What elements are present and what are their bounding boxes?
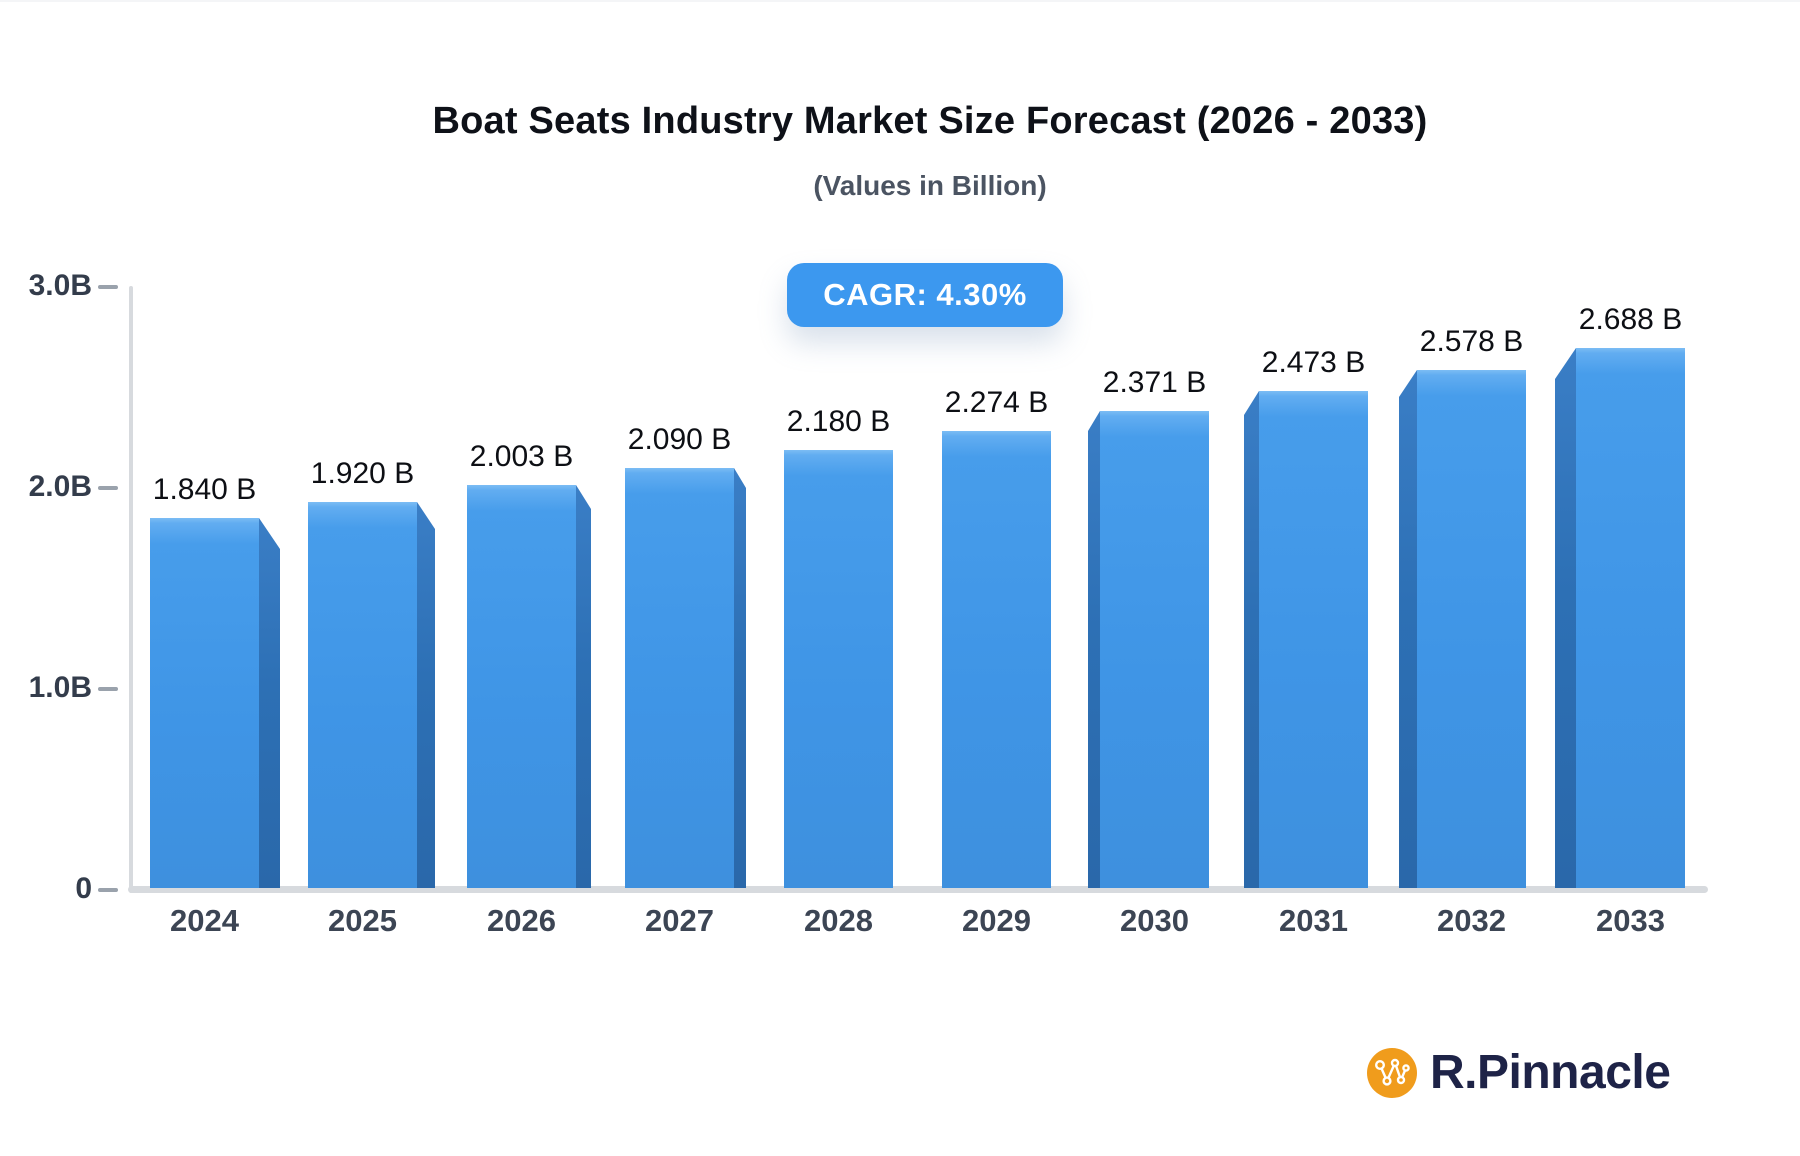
y-tick-mark: [98, 687, 118, 691]
cagr-badge: CAGR: 4.30%: [787, 263, 1063, 327]
bar-value-label: 2.180 B: [786, 405, 891, 438]
y-tick-label: 2.0B: [28, 470, 92, 503]
bar-2030: [1100, 411, 1209, 888]
x-axis-label: 2026: [487, 903, 556, 938]
network-nodes-icon: [1367, 1047, 1417, 1098]
bar-side-face: [259, 518, 280, 888]
bar-2024: [150, 518, 259, 888]
brand-logo: R.Pinnacle: [1367, 1045, 1671, 1100]
bar-2027: [625, 468, 734, 888]
chart-subtitle: (Values in Billion): [813, 170, 1047, 201]
bar-value-label: 2.274 B: [944, 386, 1049, 419]
bar-2026: [467, 485, 576, 888]
bar-side-face: [1244, 391, 1259, 888]
bar-value-label: 2.688 B: [1578, 303, 1683, 336]
bar-2032: [1417, 370, 1526, 888]
y-tick-mark: [98, 285, 118, 289]
bar-value-label: 2.473 B: [1261, 346, 1366, 379]
bar-value-label: 2.578 B: [1419, 325, 1524, 358]
y-axis-line: [129, 286, 133, 893]
brand-name: R.Pinnacle: [1430, 1046, 1671, 1099]
bar-side-face: [1088, 411, 1100, 888]
x-axis-label: 2033: [1596, 903, 1665, 938]
bar-value-label: 1.840 B: [152, 473, 257, 506]
bar-2029: [942, 431, 1051, 888]
x-axis-label: 2032: [1437, 903, 1506, 938]
y-tick-mark: [98, 888, 118, 892]
chart-title: Boat Seats Industry Market Size Forecast…: [432, 100, 1428, 142]
cagr-badge-label: CAGR: 4.30%: [823, 277, 1027, 312]
bar-2033: [1576, 348, 1685, 888]
x-axis-label: 2024: [170, 903, 239, 938]
bar-side-face: [576, 485, 591, 888]
x-axis-label: 2030: [1120, 903, 1189, 938]
y-tick-label: 0: [75, 872, 92, 905]
bar-value-label: 2.090 B: [627, 423, 732, 456]
y-tick-label: 1.0B: [28, 671, 92, 704]
x-axis-label: 2028: [804, 903, 873, 938]
bar-2031: [1259, 391, 1368, 888]
bar-side-face: [417, 502, 435, 888]
x-axis-label: 2029: [962, 903, 1031, 938]
bar-2025: [308, 502, 417, 888]
bar-side-face: [1555, 348, 1576, 888]
bar-value-label: 2.371 B: [1102, 366, 1207, 399]
x-axis-label: 2025: [328, 903, 397, 938]
bar-value-label: 2.003 B: [469, 440, 574, 473]
x-axis-label: 2031: [1279, 903, 1348, 938]
bar-side-face: [734, 468, 746, 888]
x-axis-baseline: [128, 886, 1708, 893]
y-tick-label: 3.0B: [28, 269, 92, 302]
bar-side-face: [1399, 370, 1417, 888]
y-tick-mark: [98, 486, 118, 490]
x-axis-label: 2027: [645, 903, 714, 938]
bar-2028: [784, 450, 893, 888]
bar-value-label: 1.920 B: [310, 457, 415, 490]
